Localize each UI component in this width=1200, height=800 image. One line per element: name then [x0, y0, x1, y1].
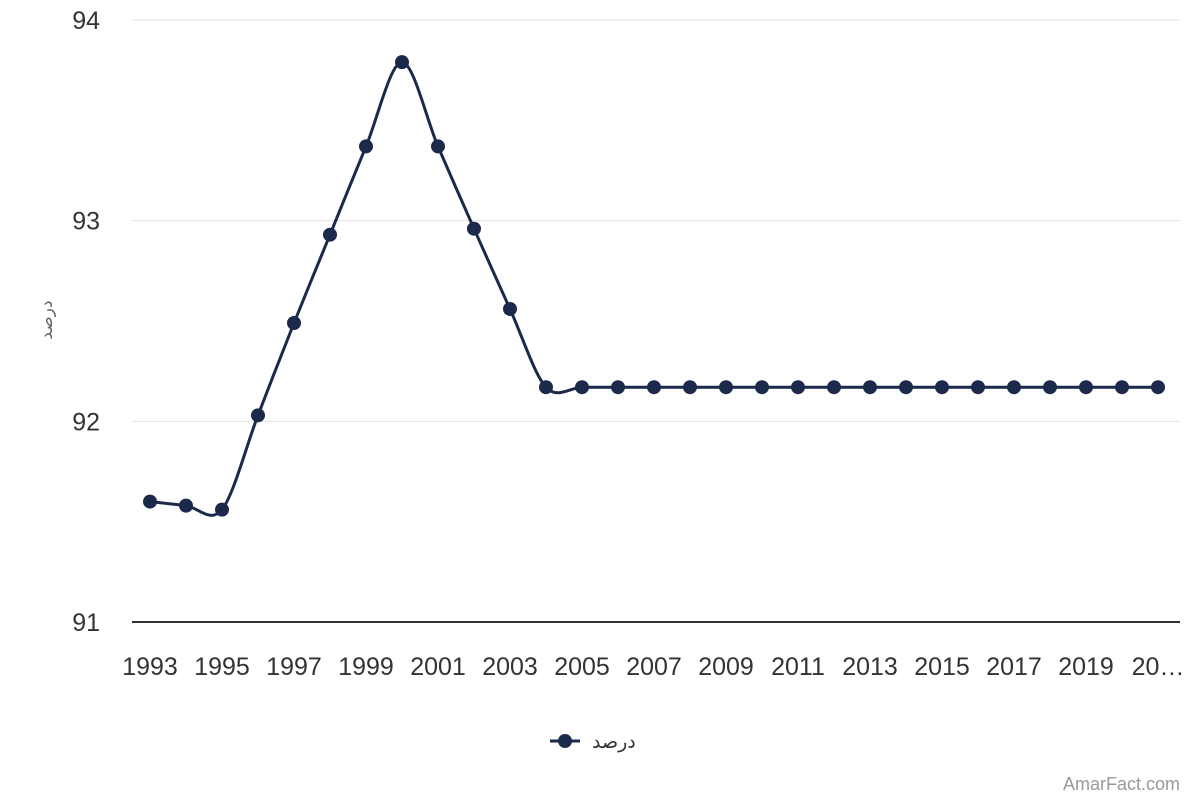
data-point[interactable] — [575, 380, 589, 395]
data-point[interactable] — [539, 380, 553, 395]
series-points — [143, 55, 1165, 517]
data-point[interactable] — [1079, 380, 1093, 395]
y-tick-label: 92 — [72, 408, 100, 436]
legend-label: درصد — [592, 731, 636, 753]
x-tick-label: 2017 — [986, 653, 1042, 681]
series-line — [149, 60, 1158, 517]
data-point[interactable] — [719, 380, 733, 395]
x-tick-labels: 1993 1995 1997 1999 2001 2003 2005 2007 2009 2011… — [122, 653, 1184, 681]
x-tick-label: 2007 — [626, 653, 682, 681]
x-tick-label: 2003 — [482, 653, 538, 681]
x-tick-label: 1995 — [194, 653, 250, 681]
x-tick-label: 2015 — [914, 653, 970, 681]
data-point[interactable] — [971, 380, 985, 395]
data-point[interactable] — [899, 380, 913, 395]
data-point[interactable] — [755, 380, 769, 395]
data-point[interactable] — [467, 221, 481, 236]
data-point[interactable] — [863, 380, 877, 395]
y-tick-label: 93 — [72, 208, 100, 236]
x-tick-label: 1997 — [266, 653, 322, 681]
y-tick-label: 91 — [72, 609, 100, 637]
legend[interactable]: درصد — [550, 731, 636, 753]
x-tick-label: 2001 — [410, 653, 466, 681]
x-tick-label: 2011 — [771, 653, 825, 681]
data-point[interactable] — [1151, 380, 1165, 395]
x-tick-label: 2013 — [842, 653, 898, 681]
data-point[interactable] — [611, 380, 625, 395]
data-point[interactable] — [359, 139, 373, 154]
data-point[interactable] — [251, 408, 265, 423]
data-point[interactable] — [683, 380, 697, 395]
data-point[interactable] — [323, 227, 337, 242]
y-tick-labels: 91 92 93 94 — [72, 7, 100, 637]
data-point[interactable] — [1007, 380, 1021, 395]
x-tick-label: 1999 — [338, 653, 394, 681]
data-point[interactable] — [143, 494, 157, 509]
data-point[interactable] — [179, 498, 193, 513]
data-point[interactable] — [791, 380, 805, 395]
data-point[interactable] — [935, 380, 949, 395]
data-point[interactable] — [1115, 380, 1129, 395]
data-point[interactable] — [395, 55, 409, 70]
data-point[interactable] — [1043, 380, 1057, 395]
data-point[interactable] — [431, 139, 445, 154]
legend-marker — [558, 734, 572, 748]
data-point[interactable] — [215, 502, 229, 517]
x-tick-label: 20… — [1132, 653, 1185, 681]
data-point[interactable] — [287, 316, 301, 331]
x-tick-label: 2019 — [1058, 653, 1114, 681]
x-tick-label: 2009 — [698, 653, 754, 681]
y-axis-title: درصد — [37, 300, 57, 339]
credit-text[interactable]: AmarFact.com — [1063, 774, 1180, 794]
y-gridlines — [132, 19, 1180, 623]
y-tick-label: 94 — [72, 7, 100, 35]
x-tick-label: 2005 — [554, 653, 610, 681]
data-point[interactable] — [647, 380, 661, 395]
data-point[interactable] — [503, 301, 517, 316]
x-tick-label: 1993 — [122, 653, 178, 681]
data-point[interactable] — [827, 380, 841, 395]
